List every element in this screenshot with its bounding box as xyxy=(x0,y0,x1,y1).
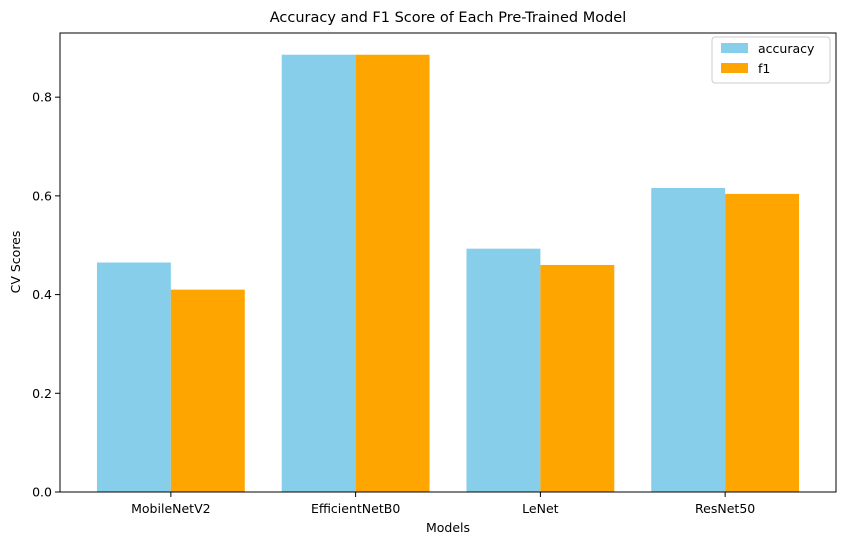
x-tick-label: LeNet xyxy=(522,501,558,516)
bar-accuracy-efficientnetb0 xyxy=(281,54,356,493)
bar-accuracy-lenet xyxy=(466,248,541,492)
bar-f1-efficientnetb0 xyxy=(355,54,430,493)
y-tick-label: 0.2 xyxy=(32,386,52,401)
y-axis-ticks: 0.0 0.2 0.4 0.6 0.8 xyxy=(32,90,60,500)
y-axis-label: CV Scores xyxy=(8,231,23,294)
x-tick-label: ResNet50 xyxy=(695,501,755,516)
bar-accuracy-mobilenetv2 xyxy=(96,262,171,492)
x-axis-ticks: MobileNetV2 EfficientNetB0 LeNet ResNet50 xyxy=(131,492,755,516)
x-tick-label: EfficientNetB0 xyxy=(311,501,400,516)
chart-title: Accuracy and F1 Score of Each Pre-Traine… xyxy=(270,10,627,26)
bar-f1-resnet50 xyxy=(725,193,800,492)
legend-label-accuracy: accuracy xyxy=(758,41,815,56)
bar-accuracy-resnet50 xyxy=(651,187,726,493)
plot-frame xyxy=(59,32,837,493)
y-tick-label: 0.6 xyxy=(32,188,52,203)
legend-swatch-f1 xyxy=(721,63,748,73)
bar-f1-mobilenetv2 xyxy=(170,289,245,492)
x-tick-label: MobileNetV2 xyxy=(131,501,210,516)
y-tick-label: 0.0 xyxy=(32,485,52,500)
bars-layer xyxy=(96,54,800,493)
y-tick-label: 0.8 xyxy=(32,90,52,105)
legend: accuracy f1 xyxy=(711,36,831,84)
x-axis-label: Models xyxy=(426,520,470,535)
y-tick-label: 0.4 xyxy=(32,287,52,302)
legend-swatch-accuracy xyxy=(721,43,748,53)
legend-label-f1: f1 xyxy=(758,61,770,76)
bar-f1-lenet xyxy=(540,264,615,492)
